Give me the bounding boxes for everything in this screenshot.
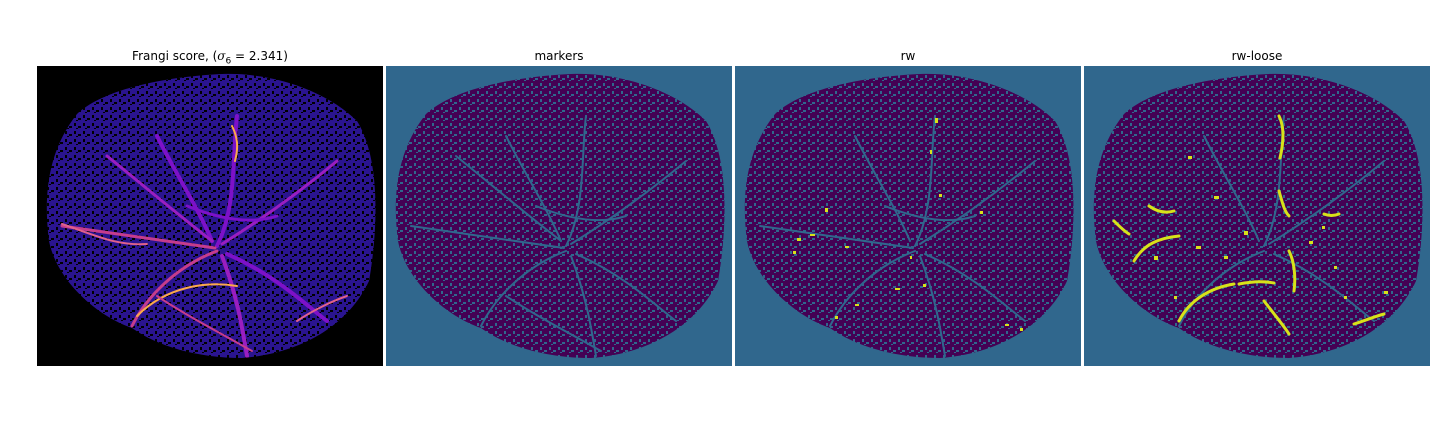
- panel-title-frangi: Frangi score, (σ6 = 2.341): [37, 48, 383, 69]
- panel-title-rw: rw: [900, 49, 916, 63]
- frangi-tissue: [46, 73, 376, 358]
- title-sigma: σ: [217, 49, 226, 63]
- rw-loose-image: [1084, 66, 1430, 366]
- markers-image: [386, 66, 732, 366]
- rw-loose-highlight-dots: [1154, 156, 1388, 299]
- frangi-vessels: [60, 114, 348, 358]
- title-prefix: Frangi score, (: [132, 49, 218, 63]
- panel-title-markers: markers: [534, 49, 584, 63]
- title-suffix: = 2.341): [231, 49, 288, 63]
- rw-vessels: [759, 115, 1036, 357]
- markers-vessels: [410, 115, 687, 357]
- markers-tissue: [395, 73, 725, 358]
- rw-loose-tissue: [1093, 73, 1423, 358]
- rw-image: [735, 66, 1081, 366]
- panel-title-rw-loose: rw-loose: [1231, 49, 1283, 63]
- title-subscript: 6: [225, 56, 232, 67]
- rw-highlights: [793, 118, 1023, 331]
- rw-loose-highlights: [1112, 114, 1386, 336]
- rw-tissue: [744, 73, 1074, 358]
- frangi-score-image: [37, 66, 383, 366]
